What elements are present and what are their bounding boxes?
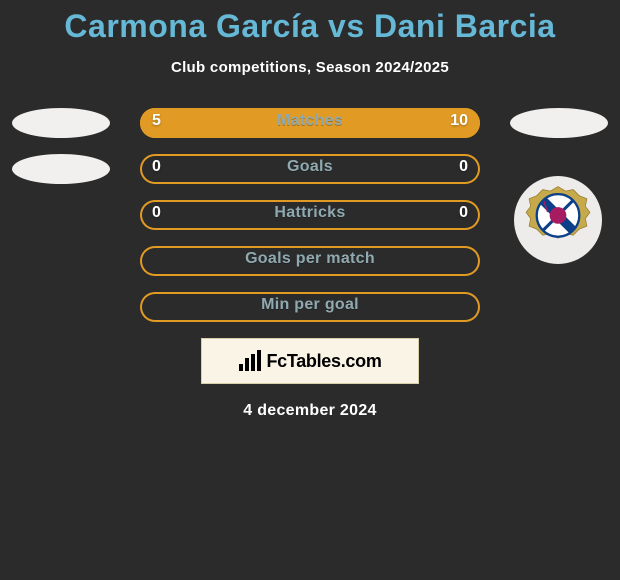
stat-value-right: 10 — [450, 112, 468, 130]
stat-label: Matches — [140, 112, 480, 130]
player-badge-right — [510, 108, 608, 138]
stat-value-left: 0 — [152, 158, 161, 176]
logo-text: FcTables.com — [266, 351, 381, 372]
stat-label: Min per goal — [140, 296, 480, 314]
stat-bar: Min per goal — [140, 292, 480, 322]
stat-label: Hattricks — [140, 204, 480, 222]
deportivo-crest-icon — [520, 182, 596, 258]
stat-label: Goals per match — [140, 250, 480, 268]
player-badge-left — [12, 108, 110, 138]
stat-value-left: 0 — [152, 204, 161, 222]
stat-bar: Hattricks0 0 — [140, 200, 480, 230]
stat-bar: Goals0 0 — [140, 154, 480, 184]
bars-icon — [238, 350, 262, 372]
stat-bar: Goals per match — [140, 246, 480, 276]
stat-value-right: 0 — [459, 204, 468, 222]
stat-row: Min per goal — [0, 292, 620, 322]
player-badge-left — [12, 154, 110, 184]
subtitle: Club competitions, Season 2024/2025 — [0, 59, 620, 76]
stat-bar: Matches5 10 — [140, 108, 480, 138]
stat-row: Matches5 10 — [0, 108, 620, 138]
stat-value-left: 5 — [152, 112, 161, 130]
fctables-logo: FcTables.com — [201, 338, 419, 384]
stat-value-right: 0 — [459, 158, 468, 176]
stat-label: Goals — [140, 158, 480, 176]
page-title: Carmona García vs Dani Barcia — [0, 0, 620, 45]
club-crest-right — [514, 176, 602, 264]
stat-row: Goals0 0 — [0, 154, 620, 184]
date-label: 4 december 2024 — [0, 402, 620, 420]
